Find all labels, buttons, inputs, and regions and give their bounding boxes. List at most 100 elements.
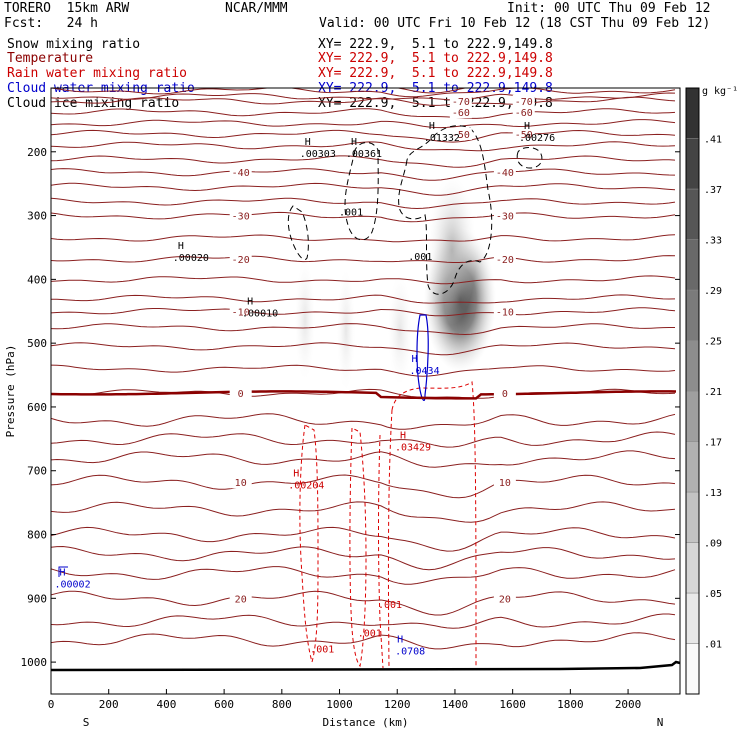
- temperature-isotherms: [51, 88, 676, 650]
- header-model: TORERO 15km ARW: [4, 1, 130, 16]
- isotherm-label-bg: [493, 166, 516, 179]
- x-tick-label: 1400: [442, 698, 469, 711]
- maximum-marker: H: [247, 296, 253, 307]
- shade-upper: [428, 175, 476, 325]
- axes: 0 200 400 600 800 1000 1200 1400 1600 1800 2000200…: [4, 146, 680, 729]
- colorbar-tick-label: .37: [704, 185, 722, 196]
- freezing-level: [51, 390, 677, 400]
- plot-frame: [50, 87, 681, 695]
- x-tick-label: 1600: [499, 698, 526, 711]
- maximum-value: .00276: [519, 133, 555, 144]
- maximum-value: .00204: [288, 481, 324, 492]
- x-axis-label: Distance (km): [322, 716, 408, 729]
- colorbar-swatch: [685, 592, 700, 644]
- isotherm-line: [51, 342, 676, 356]
- isotherm-label: -20: [496, 255, 514, 266]
- x-tick-label: 400: [156, 698, 176, 711]
- colorbar-swatch: [685, 87, 700, 139]
- isotherm-label: 20: [499, 594, 511, 605]
- legend-snow-name: Snow mixing ratio: [7, 37, 141, 52]
- colorbar-tick-label: .09: [704, 539, 722, 550]
- south-label: S: [83, 716, 90, 729]
- isotherm-line: [51, 613, 676, 629]
- isotherm-line: [51, 129, 676, 143]
- colorbar-tick-label: .01: [704, 640, 722, 651]
- maximum-value: .00010: [242, 308, 278, 319]
- cloudwater-contour-1: [416, 314, 429, 402]
- rain-contour-3: [378, 434, 384, 669]
- colorbar-swatch: [685, 441, 700, 493]
- isotherm-line: [51, 364, 676, 377]
- contour-value-label: .001: [408, 252, 432, 263]
- isotherm-label: -10: [232, 307, 250, 318]
- maximum-marker: H: [178, 241, 184, 252]
- contour-value-label: .001: [378, 600, 402, 611]
- colorbar-frame: [685, 87, 700, 695]
- isotherm-label: 10: [499, 478, 511, 489]
- isotherm-label-bg: [493, 209, 516, 222]
- isotherm-line: [51, 92, 676, 101]
- y-axis-label: Pressure (hPa): [4, 345, 17, 438]
- x-tick-label: 200: [99, 698, 119, 711]
- isotherm-line: [51, 211, 676, 223]
- north-label: N: [657, 716, 664, 729]
- colorbar: .01 .05 .09 .13 .17 .21 .25 .29 .33 .37 .41 g kg⁻¹: [685, 86, 738, 695]
- colorbar-tick-label: .21: [704, 387, 722, 398]
- isotherm-line: [51, 255, 676, 263]
- isotherm-label-bg: [449, 106, 472, 119]
- legend-rain-xy: XY= 222.9, 5.1 to 222.9,149.8: [318, 66, 553, 81]
- isotherm-label: -10: [496, 307, 514, 318]
- isotherm-line: [51, 197, 676, 210]
- y-tick-label: 800: [27, 529, 47, 542]
- isotherm-line: [51, 182, 676, 196]
- colorbar-swatch: [685, 239, 700, 291]
- colorbar-tick-label: .05: [704, 589, 722, 600]
- isotherm-label-bg: [493, 476, 516, 489]
- legend-rain-name: Rain water mixing ratio: [7, 66, 188, 81]
- isotherm-line: [51, 413, 676, 430]
- maximum-value: .00002: [54, 580, 90, 591]
- isotherm-line: [51, 275, 676, 285]
- isotherm-line: [51, 119, 676, 129]
- maximum-value: .00361: [346, 149, 382, 160]
- y-tick-label: 500: [27, 337, 47, 350]
- isotherm-label-bg: [229, 592, 252, 605]
- isotherm-line: [51, 526, 676, 552]
- colorbar-tick-label: .29: [704, 286, 722, 297]
- rain-contour-5: [387, 409, 393, 669]
- isotherm-line: [51, 590, 676, 616]
- isotherm-line: [51, 96, 676, 106]
- isotherm-label: 0: [238, 389, 244, 400]
- isotherm-label: 10: [235, 478, 247, 489]
- isotherm-label-bg: [229, 209, 252, 222]
- header-valid: Valid: 00 UTC Fri 10 Feb 12 (18 CST Thu …: [319, 16, 711, 31]
- maximum-marker: H: [397, 635, 403, 646]
- header-fcst: Fcst: 24 h: [4, 16, 98, 31]
- header-center: NCAR/MMM: [225, 1, 288, 16]
- isotherm-label: -30: [496, 212, 514, 223]
- isotherm-line: [51, 545, 676, 571]
- contour-labels: -70 -70-60 -60-50 -50-40 -40-30 -30-20 -20-10-…: [54, 94, 555, 658]
- isotherm-label-bg: [229, 252, 252, 265]
- x-tick-label: 1000: [326, 698, 353, 711]
- colorbar-tick-label: .25: [704, 337, 722, 348]
- isotherm-label-bg: [493, 252, 516, 265]
- x-tick-label: 600: [214, 698, 234, 711]
- isotherm-label-bg: [229, 476, 252, 489]
- maximum-marker: H: [351, 137, 357, 148]
- maximum-marker: H: [412, 354, 418, 365]
- colorbar-swatch: [685, 188, 700, 240]
- isotherm-line: [51, 431, 676, 448]
- isotherm-label: 0: [502, 389, 508, 400]
- isotherm-label-bg: [229, 386, 252, 399]
- colorbar-tick-label: .13: [704, 488, 722, 499]
- maximum-value: .0434: [409, 366, 439, 377]
- isotherm-line: [51, 294, 676, 304]
- y-tick-label: 1000: [21, 656, 48, 669]
- rain-contour-1: [299, 424, 319, 664]
- contour-value-label: .001: [339, 208, 363, 219]
- x-tick-label: 2000: [615, 698, 642, 711]
- isotherm-line: [51, 450, 676, 468]
- y-tick-label: 700: [27, 465, 47, 478]
